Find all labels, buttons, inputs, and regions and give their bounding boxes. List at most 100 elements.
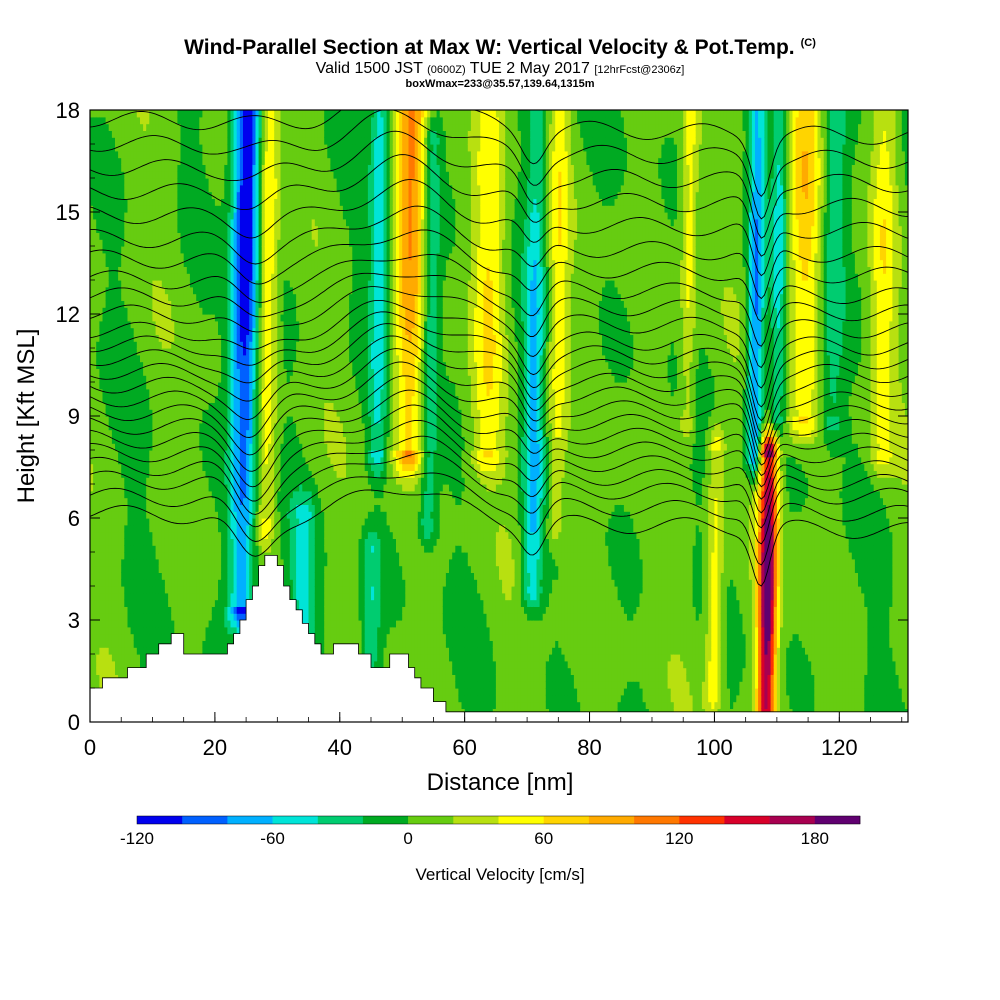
velocity-cell bbox=[237, 260, 241, 267]
velocity-cell bbox=[124, 164, 128, 171]
velocity-cell bbox=[209, 579, 213, 586]
velocity-cell bbox=[137, 130, 141, 137]
velocity-cell bbox=[137, 198, 141, 205]
velocity-cell bbox=[152, 402, 156, 409]
velocity-cell bbox=[124, 226, 128, 233]
velocity-cell bbox=[181, 212, 185, 219]
velocity-cell bbox=[152, 525, 156, 532]
velocity-cell bbox=[96, 124, 100, 131]
velocity-cell bbox=[137, 348, 141, 355]
velocity-cell bbox=[137, 600, 141, 607]
velocity-cell bbox=[109, 620, 113, 627]
velocity-cell bbox=[181, 402, 185, 409]
velocity-cell bbox=[109, 314, 113, 321]
velocity-cell bbox=[249, 545, 253, 552]
velocity-cell bbox=[221, 504, 225, 511]
velocity-cell bbox=[165, 559, 169, 566]
velocity-cell bbox=[124, 640, 128, 647]
velocity-cell bbox=[209, 484, 213, 491]
velocity-cell bbox=[152, 579, 156, 586]
velocity-cell bbox=[165, 477, 169, 484]
velocity-cell bbox=[137, 627, 141, 634]
velocity-cell bbox=[96, 307, 100, 314]
velocity-cell bbox=[181, 518, 185, 525]
velocity-cell bbox=[124, 130, 128, 137]
velocity-cell bbox=[109, 137, 113, 144]
velocity-cell bbox=[221, 511, 225, 518]
velocity-cell bbox=[165, 130, 169, 137]
velocity-cell bbox=[209, 464, 213, 471]
velocity-cell bbox=[181, 620, 185, 627]
velocity-cell bbox=[193, 375, 197, 382]
velocity-cell bbox=[209, 647, 213, 654]
velocity-cell bbox=[109, 158, 113, 165]
velocity-cell bbox=[165, 212, 169, 219]
velocity-cell bbox=[152, 314, 156, 321]
velocity-cell bbox=[124, 545, 128, 552]
velocity-cell bbox=[137, 545, 141, 552]
velocity-cell bbox=[165, 511, 169, 518]
velocity-cell bbox=[165, 260, 169, 267]
velocity-cell bbox=[165, 239, 169, 246]
velocity-cell bbox=[249, 457, 253, 464]
velocity-cell bbox=[249, 198, 253, 205]
velocity-cell bbox=[96, 178, 100, 185]
velocity-cell bbox=[221, 287, 225, 294]
velocity-cell bbox=[249, 178, 253, 185]
velocity-cell bbox=[137, 654, 141, 661]
velocity-cell bbox=[181, 511, 185, 518]
velocity-cell bbox=[124, 294, 128, 301]
velocity-cell bbox=[96, 382, 100, 389]
velocity-cell bbox=[249, 423, 253, 430]
velocity-cell bbox=[237, 124, 241, 131]
velocity-cell bbox=[96, 654, 100, 661]
velocity-cell bbox=[124, 273, 128, 280]
velocity-cell bbox=[109, 260, 113, 267]
velocity-cell bbox=[209, 130, 213, 137]
velocity-cell bbox=[181, 253, 185, 260]
velocity-cell bbox=[237, 566, 241, 573]
velocity-cell bbox=[124, 477, 128, 484]
velocity-cell bbox=[152, 355, 156, 362]
velocity-cell bbox=[209, 627, 213, 634]
velocity-cell bbox=[209, 620, 213, 627]
velocity-cell bbox=[109, 334, 113, 341]
velocity-cell bbox=[237, 532, 241, 539]
velocity-cell bbox=[181, 300, 185, 307]
velocity-cell bbox=[181, 579, 185, 586]
velocity-cell bbox=[181, 389, 185, 396]
velocity-cell bbox=[193, 423, 197, 430]
velocity-cell bbox=[221, 606, 225, 613]
velocity-cell bbox=[181, 130, 185, 137]
velocity-cell bbox=[96, 586, 100, 593]
velocity-cell bbox=[221, 280, 225, 287]
velocity-cell bbox=[209, 124, 213, 131]
velocity-cell bbox=[193, 620, 197, 627]
velocity-cell bbox=[137, 328, 141, 335]
velocity-cell bbox=[124, 498, 128, 505]
velocity-cell bbox=[96, 566, 100, 573]
velocity-cell bbox=[193, 430, 197, 437]
velocity-cell bbox=[237, 600, 241, 607]
velocity-cell bbox=[209, 634, 213, 641]
velocity-cell bbox=[152, 171, 156, 178]
velocity-cell bbox=[249, 232, 253, 239]
velocity-cell bbox=[237, 219, 241, 226]
velocity-cell bbox=[137, 151, 141, 158]
velocity-cell bbox=[209, 593, 213, 600]
velocity-cell bbox=[193, 328, 197, 335]
velocity-cell bbox=[249, 464, 253, 471]
velocity-cell bbox=[96, 498, 100, 505]
velocity-cell bbox=[249, 450, 253, 457]
velocity-cell bbox=[165, 450, 169, 457]
velocity-cell bbox=[152, 192, 156, 199]
velocity-cell bbox=[137, 552, 141, 559]
velocity-cell bbox=[137, 634, 141, 641]
velocity-cell bbox=[193, 579, 197, 586]
velocity-cell bbox=[221, 137, 225, 144]
velocity-cell bbox=[152, 566, 156, 573]
velocity-cell bbox=[96, 627, 100, 634]
velocity-cell bbox=[221, 151, 225, 158]
velocity-cell bbox=[96, 198, 100, 205]
velocity-cell bbox=[165, 192, 169, 199]
